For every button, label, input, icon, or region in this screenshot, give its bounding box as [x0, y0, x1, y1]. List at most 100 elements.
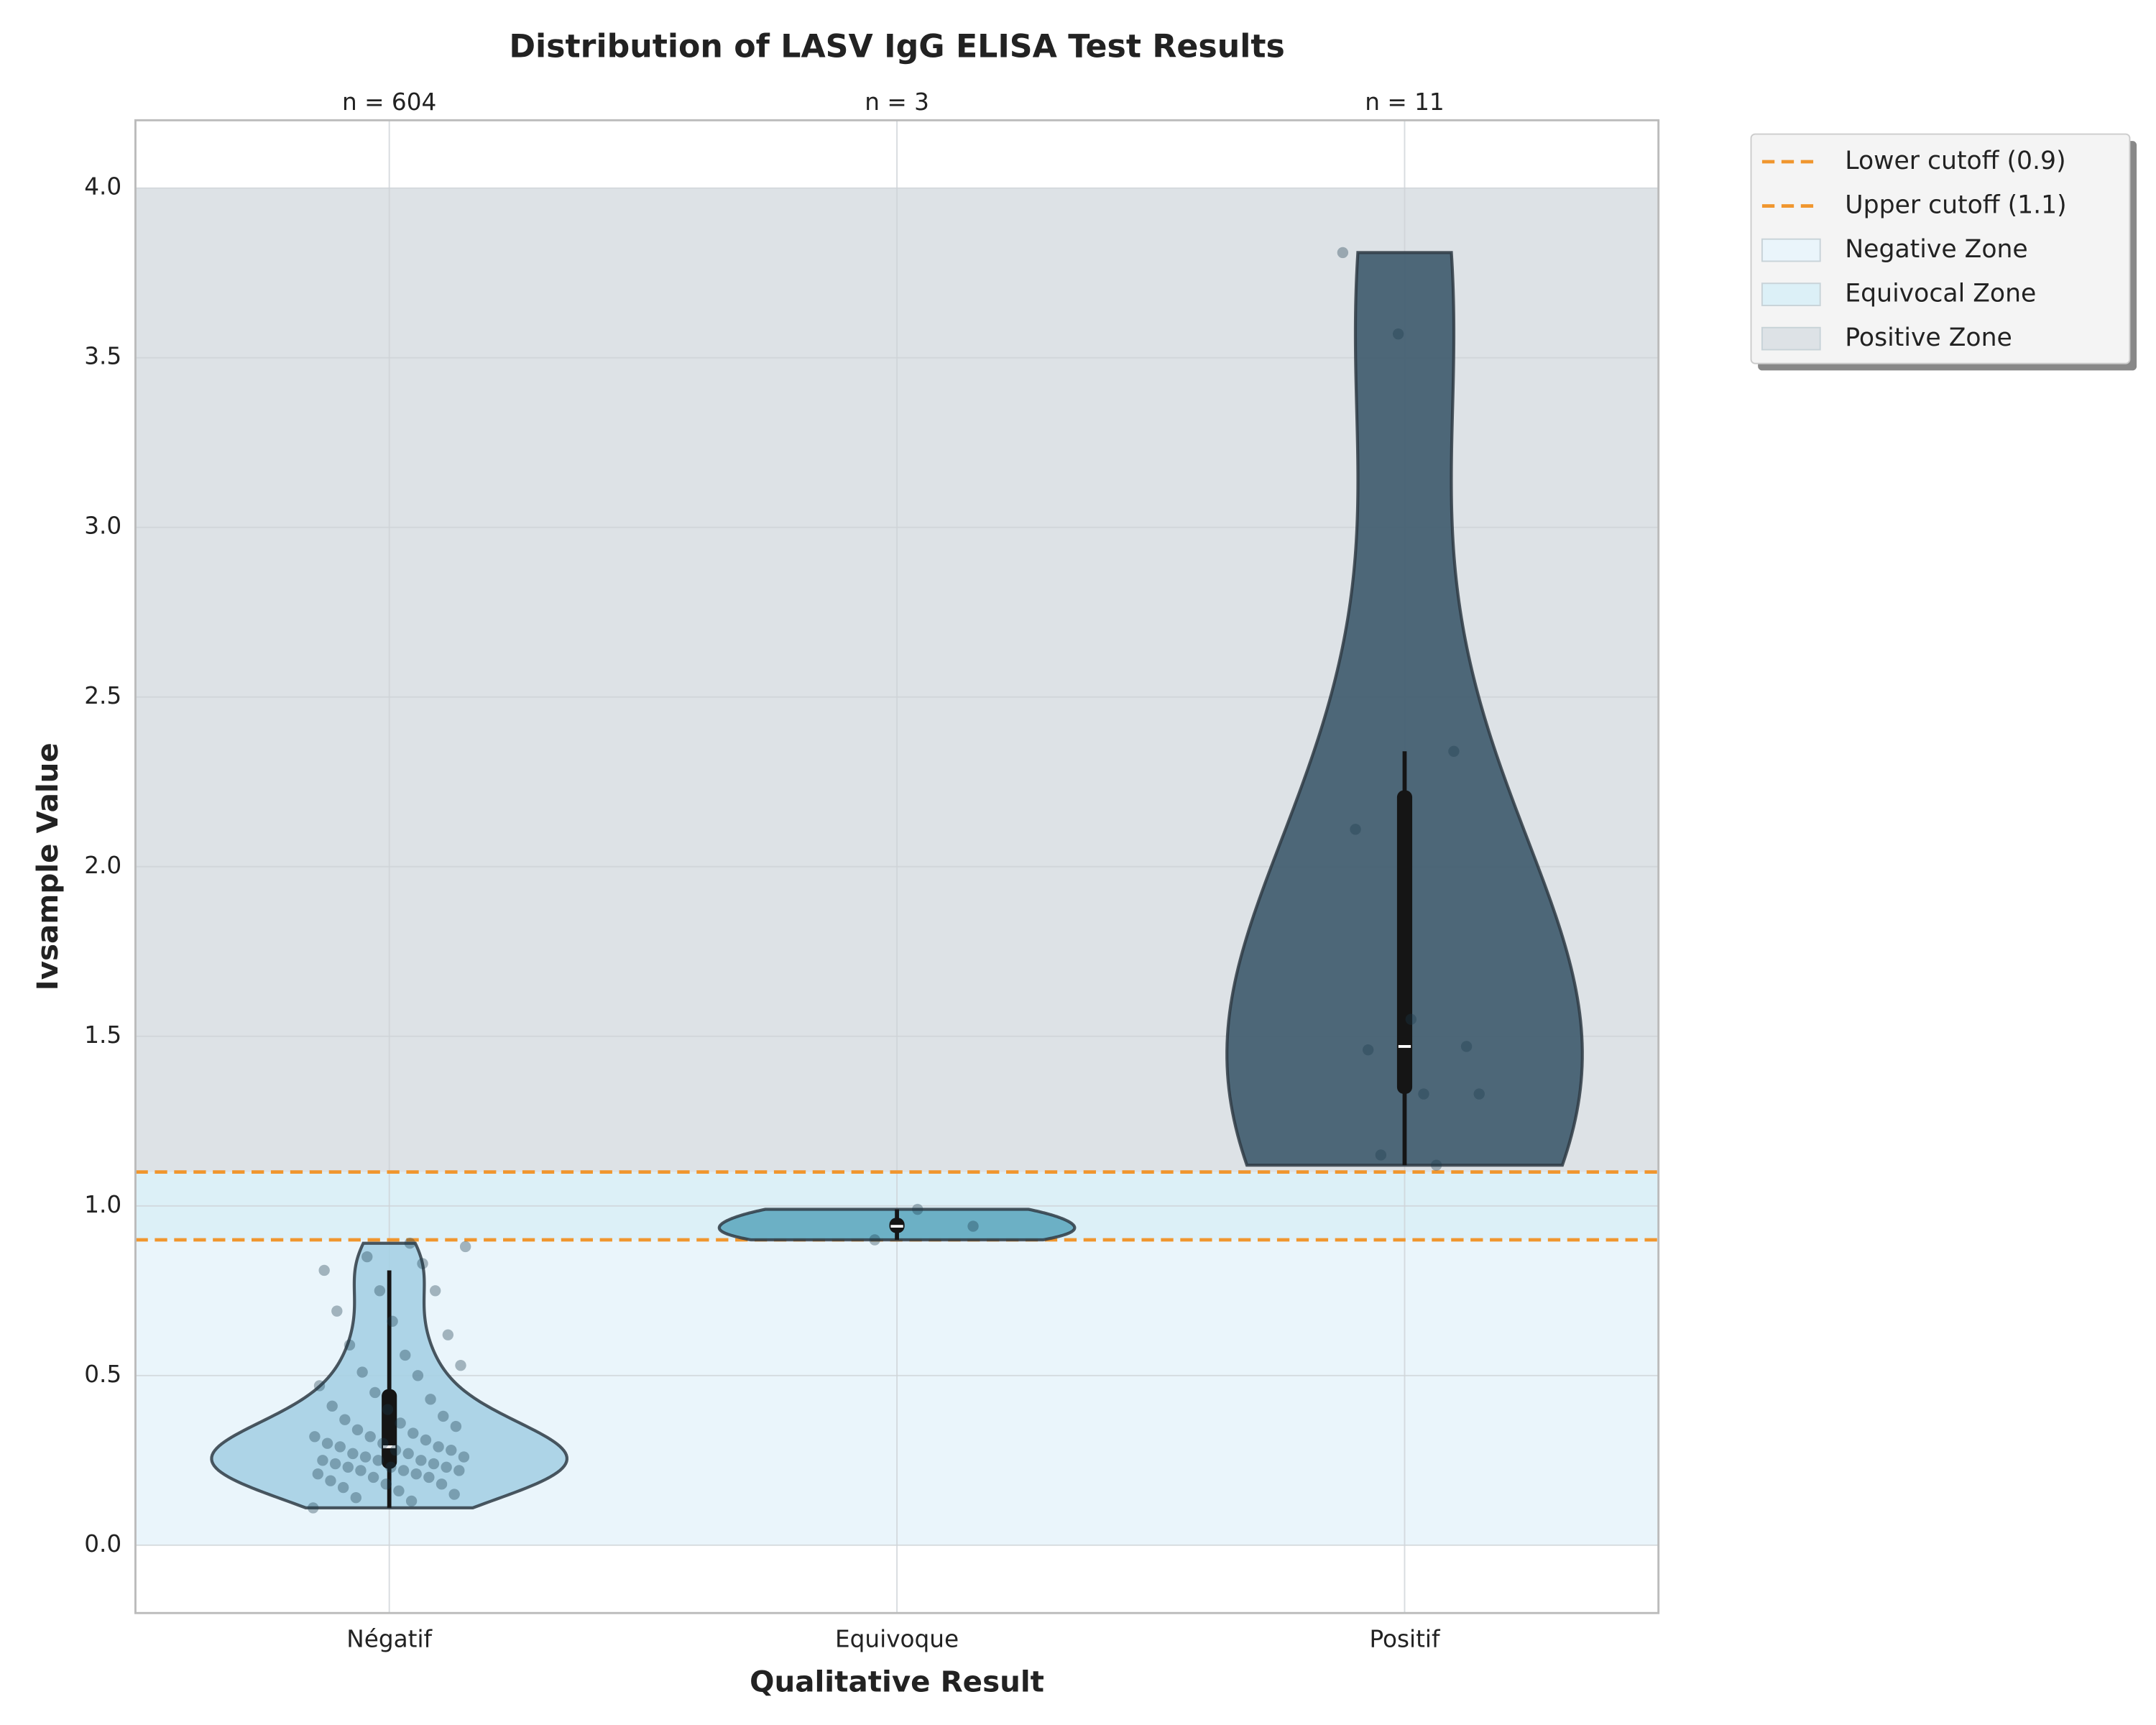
data-point [1430, 1159, 1442, 1171]
n-label: n = 604 [342, 88, 436, 116]
data-point [428, 1458, 440, 1470]
data-point [369, 1386, 381, 1399]
data-point [347, 1448, 359, 1460]
data-point [455, 1359, 466, 1371]
x-tick-label: Négatif [346, 1626, 433, 1653]
data-point [869, 1234, 880, 1246]
data-point [450, 1420, 462, 1432]
data-point [339, 1414, 351, 1425]
data-point [967, 1220, 979, 1232]
data-point [402, 1448, 414, 1460]
data-point [318, 1264, 330, 1276]
data-point [321, 1438, 333, 1449]
y-axis-label: Ivsample Value [31, 742, 65, 990]
data-point [359, 1451, 372, 1463]
data-point [912, 1203, 923, 1215]
n-label: n = 3 [865, 88, 929, 116]
data-point [415, 1455, 427, 1466]
data-point [385, 1461, 397, 1473]
data-point [355, 1465, 367, 1476]
y-tick-label: 3.5 [84, 343, 121, 370]
data-point [1363, 1044, 1374, 1056]
plot-frame [134, 119, 1660, 1614]
y-tick-label: 2.5 [84, 682, 121, 709]
data-point [334, 1441, 346, 1453]
y-tick-label: 1.0 [84, 1191, 121, 1218]
data-point [404, 1238, 416, 1249]
data-point [382, 1404, 394, 1415]
legend-swatch [1761, 238, 1821, 262]
data-point [313, 1380, 326, 1392]
data-point [438, 1410, 449, 1422]
y-tick-label: 3.0 [84, 512, 121, 540]
data-point [380, 1478, 392, 1490]
data-point [337, 1481, 349, 1494]
data-point [331, 1305, 343, 1317]
data-point [458, 1451, 470, 1463]
data-point [1460, 1041, 1473, 1052]
y-tick-label: 1.5 [84, 1021, 121, 1049]
data-point [342, 1461, 354, 1473]
data-point [407, 1427, 419, 1439]
legend-box [1750, 133, 2131, 364]
data-point [1375, 1149, 1387, 1161]
data-point [312, 1468, 324, 1480]
chart-title: Distribution of LASV IgG ELISA Test Resu… [509, 28, 1285, 65]
data-point [433, 1441, 444, 1453]
data-point [367, 1471, 379, 1484]
violin [1225, 251, 1584, 1167]
data-point [377, 1438, 389, 1449]
data-point [344, 1339, 356, 1351]
legend-label: Upper cutoff (1.1) [1845, 191, 2066, 220]
legend-swatch [1761, 326, 1821, 351]
data-point [350, 1492, 362, 1504]
data-point [423, 1471, 435, 1484]
data-point [1418, 1088, 1429, 1100]
n-label: n = 11 [1365, 88, 1444, 116]
data-point [1350, 824, 1361, 835]
data-point [308, 1502, 319, 1514]
data-point [372, 1455, 384, 1466]
data-point [393, 1485, 405, 1496]
data-point [436, 1478, 448, 1490]
x-tick-label: Equivoque [835, 1626, 959, 1653]
data-point [410, 1468, 422, 1480]
legend-label: Positive Zone [1845, 323, 2012, 352]
y-tick-label: 0.5 [84, 1361, 121, 1388]
data-point [448, 1489, 460, 1500]
data-point [429, 1285, 441, 1297]
data-point [309, 1431, 321, 1443]
data-point [364, 1431, 376, 1443]
data-point [425, 1394, 436, 1405]
y-tick-label: 0.0 [84, 1530, 121, 1558]
data-point [1448, 745, 1460, 757]
data-point [1392, 328, 1404, 340]
iqr-box [1396, 790, 1413, 1095]
y-tick-label: 2.0 [84, 852, 121, 879]
data-point [417, 1258, 428, 1269]
data-point [395, 1417, 406, 1429]
data-point [420, 1434, 432, 1446]
data-point [442, 1329, 454, 1340]
x-tick-label: Positif [1369, 1626, 1441, 1653]
data-point [453, 1465, 465, 1476]
legend-label: Lower cutoff (0.9) [1845, 147, 2065, 175]
legend-label: Negative Zone [1845, 235, 2027, 264]
data-point [412, 1370, 424, 1381]
data-point [1405, 1013, 1417, 1025]
data-point [405, 1495, 418, 1507]
data-point [361, 1251, 373, 1263]
iqr-box [382, 1389, 397, 1469]
data-point [351, 1424, 364, 1436]
data-point [397, 1465, 410, 1476]
data-point [1473, 1088, 1485, 1100]
data-point [356, 1366, 368, 1378]
data-point [446, 1444, 457, 1456]
data-point [441, 1461, 452, 1473]
data-point [387, 1315, 398, 1327]
legend-label: Equivocal Zone [1845, 280, 2036, 308]
data-point [325, 1475, 336, 1486]
data-point [326, 1400, 338, 1412]
data-point [459, 1241, 471, 1253]
